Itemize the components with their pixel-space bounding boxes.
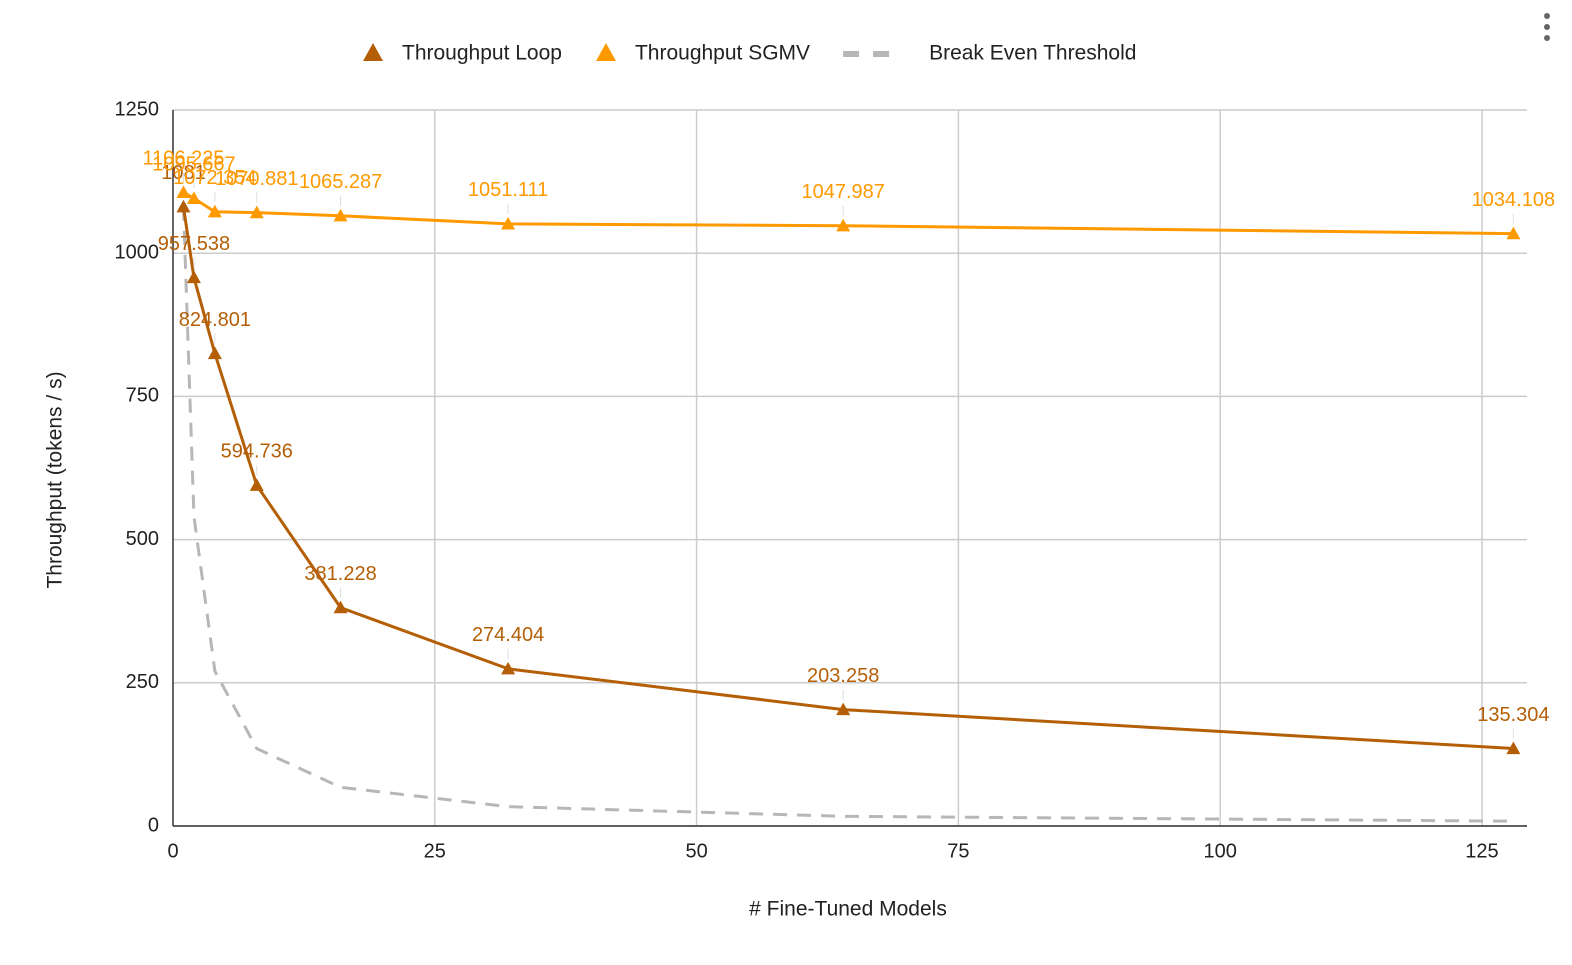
- legend-label: Throughput SGMV: [635, 42, 810, 65]
- x-tick-label: 75: [947, 840, 969, 862]
- data-label: 824.801: [179, 309, 251, 331]
- marker: [501, 216, 516, 230]
- marker: [176, 199, 191, 213]
- y-tick-label: 500: [126, 528, 159, 550]
- y-tick-label: 250: [126, 671, 159, 693]
- marker: [501, 661, 516, 675]
- legend-label: Break Even Threshold: [929, 42, 1136, 65]
- data-label: 1051.111: [468, 179, 548, 201]
- x-tick-label: 100: [1203, 840, 1236, 862]
- x-tick-label: 125: [1465, 840, 1498, 862]
- marker: [836, 702, 851, 716]
- data-label: 1070.881: [215, 168, 298, 190]
- menu-dot: [1544, 13, 1550, 19]
- data-label: 957.538: [158, 233, 230, 255]
- x-tick-label: 50: [685, 840, 707, 862]
- marker: [207, 346, 222, 360]
- data-label: 274.404: [472, 624, 544, 646]
- x-tick-label: 25: [424, 840, 446, 862]
- data-label: 381.228: [304, 563, 376, 585]
- x-axis-title: # Fine-Tuned Models: [749, 898, 947, 921]
- y-tick-label: 0: [148, 814, 159, 836]
- data-label: 1034.108: [1472, 189, 1555, 211]
- series-line: [181, 206, 1514, 750]
- legend-swatch: [363, 43, 383, 61]
- y-tick-label: 1250: [115, 98, 160, 120]
- data-label: 135.304: [1477, 704, 1549, 726]
- y-tick-label: 1000: [115, 241, 160, 263]
- y-tick-label: 750: [126, 385, 159, 407]
- data-label: 1106.225: [143, 148, 225, 170]
- legend-label: Throughput Loop: [402, 42, 562, 65]
- data-label: 1095.667: [152, 154, 235, 176]
- data-label: 203.258: [807, 665, 879, 687]
- marker: [186, 191, 201, 205]
- marker: [1506, 741, 1521, 755]
- data-label: 1065.287: [299, 171, 382, 193]
- x-tick-label: 0: [167, 840, 178, 862]
- menu-icon[interactable]: [1544, 13, 1550, 41]
- legend-swatch: [595, 43, 616, 61]
- data-label: 594.736: [221, 441, 293, 463]
- series-line: [181, 206, 1514, 823]
- y-axis-title: Throughput (tokens / s): [44, 371, 67, 588]
- data-label: 1072.354: [173, 167, 256, 189]
- marker: [249, 205, 264, 219]
- marker: [186, 270, 201, 284]
- marker: [836, 218, 851, 232]
- marker: [333, 208, 348, 222]
- data-label: 1047.987: [801, 181, 884, 203]
- menu-dot: [1544, 24, 1550, 30]
- marker: [249, 478, 264, 491]
- marker: [1506, 226, 1521, 240]
- marker: [176, 185, 191, 198]
- legend: Throughput Loop Throughput SGMV Break Even…: [363, 42, 1136, 65]
- marker: [333, 600, 348, 614]
- menu-dot: [1544, 35, 1550, 41]
- marker: [207, 204, 222, 218]
